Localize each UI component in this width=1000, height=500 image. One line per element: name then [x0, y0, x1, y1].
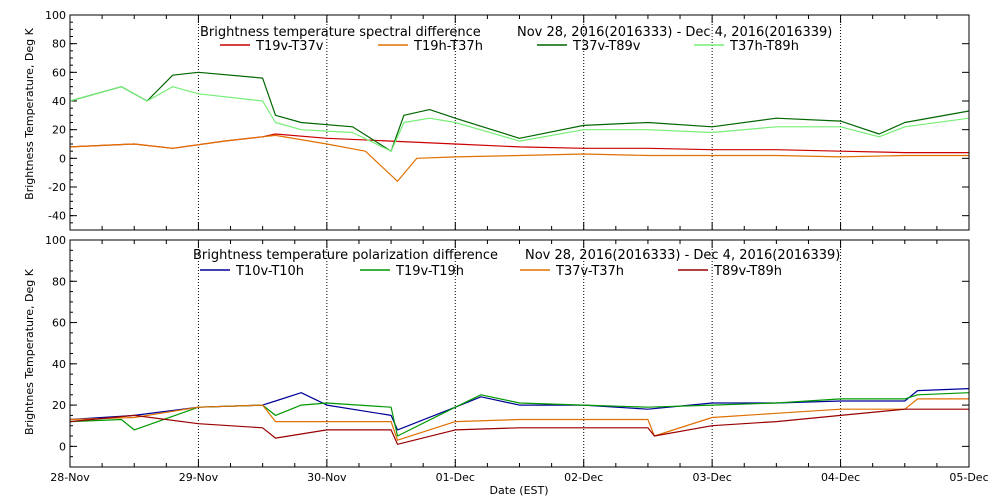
- series-line-t89v-t89h: [69, 408, 969, 445]
- y-tick-label: 0: [59, 152, 66, 165]
- x-tick-label: 02-Dec: [564, 471, 603, 484]
- y-tick-label: 0: [59, 440, 66, 453]
- legend-label: T37h-T89h: [729, 39, 799, 54]
- polarization-difference-panel: Brightness temperature polarization diff…: [23, 234, 989, 484]
- y-tick-label: 80: [52, 275, 66, 288]
- panel-title: Brightness temperature polarization diff…: [193, 248, 498, 263]
- y-tick-label: 20: [52, 124, 66, 137]
- x-axis-label: Date (EST): [489, 484, 548, 497]
- series-line-t10v-t10h: [69, 388, 970, 431]
- y-tick-label: 100: [45, 234, 66, 247]
- x-tick-label: 30-Nov: [307, 471, 347, 484]
- plot-frame: [69, 14, 970, 231]
- series-line-t37v-t37h: [69, 398, 969, 441]
- legend-label: T37v-T89v: [572, 39, 641, 54]
- legend-label: T19v-T19h: [395, 264, 464, 279]
- date-range: Nov 28, 2016(2016333) - Dec 4, 2016(2016…: [517, 25, 832, 40]
- legend-label: T19h-T37h: [413, 39, 483, 54]
- x-tick-label: 29-Nov: [179, 471, 219, 484]
- series-line-t37h-t89h: [69, 86, 970, 152]
- legend-label: T89v-T89h: [713, 264, 782, 279]
- date-range: Nov 28, 2016(2016333) - Dec 4, 2016(2016…: [525, 248, 840, 263]
- x-tick-label: 03-Dec: [693, 471, 732, 484]
- series-line-t37v-t89v: [69, 71, 970, 152]
- y-axis-label: Brightness Temperature, Deg K: [23, 27, 36, 199]
- legend-label: T37v-T37h: [555, 264, 624, 279]
- series-line-t19h-t37h: [69, 134, 969, 182]
- y-tick-label: 40: [52, 358, 66, 371]
- panel-title: Brightness temperature spectral differen…: [200, 25, 481, 40]
- y-axis-label: Brightnes Temperature, Deg K: [23, 268, 36, 435]
- x-tick-label: 05-Dec: [949, 471, 988, 484]
- y-tick-label: 100: [45, 9, 66, 22]
- y-tick-label: -40: [48, 210, 66, 223]
- y-tick-label: 20: [52, 399, 66, 412]
- spectral-difference-panel: Brightness temperature spectral differen…: [23, 9, 970, 231]
- x-tick-label: 28-Nov: [50, 471, 90, 484]
- y-tick-label: -20: [48, 181, 66, 194]
- y-tick-label: 40: [52, 95, 66, 108]
- x-tick-label: 01-Dec: [436, 471, 475, 484]
- series-line-t19v-t19h: [69, 392, 970, 437]
- x-tick-label: 04-Dec: [821, 471, 860, 484]
- y-tick-label: 60: [52, 66, 66, 79]
- y-tick-label: 60: [52, 317, 66, 330]
- legend-label: T19v-T37v: [255, 39, 324, 54]
- legend-label: T10v-T10h: [235, 264, 304, 279]
- plot-frame: [69, 239, 970, 468]
- y-tick-label: 80: [52, 38, 66, 51]
